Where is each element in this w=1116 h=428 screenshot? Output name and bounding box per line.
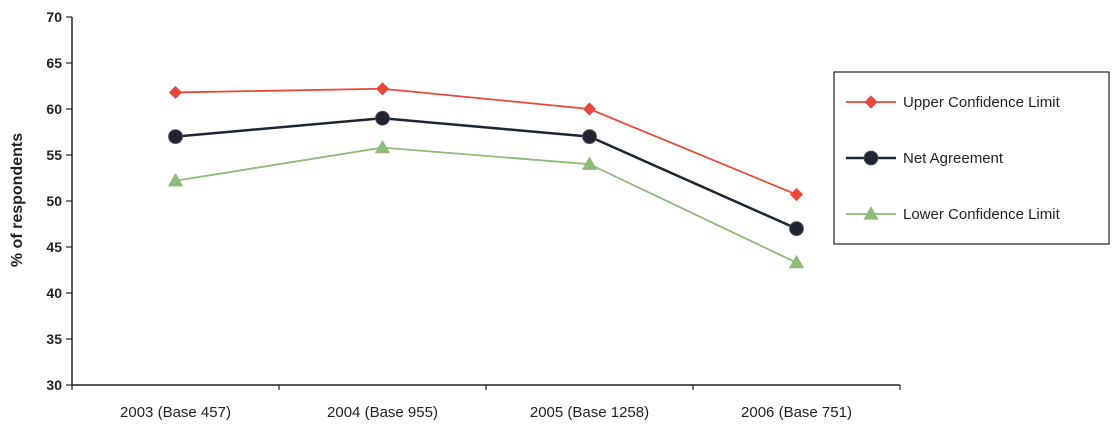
data-point: [788, 254, 805, 269]
series-line: [175, 146, 797, 264]
y-tick-label: 50: [46, 193, 62, 209]
y-tick-label: 55: [46, 147, 62, 163]
x-tick-label: 2004 (Base 955): [327, 404, 438, 421]
legend-label: Upper Confidence Limit: [903, 94, 1061, 111]
data-point: [168, 129, 183, 145]
data-point: [582, 102, 597, 116]
series-layer: [167, 82, 805, 269]
y-tick-label: 30: [46, 377, 62, 393]
legend-label: Lower Confidence Limit: [903, 206, 1061, 223]
x-tick-label: 2005 (Base 1258): [530, 404, 649, 421]
legend-marker: [863, 150, 879, 166]
y-tick-label: 40: [46, 285, 62, 301]
data-point: [582, 129, 597, 145]
data-point: [375, 82, 390, 96]
data-point: [167, 172, 184, 187]
data-point: [789, 187, 804, 202]
legend-marker: [863, 206, 879, 220]
legend-marker: [864, 95, 878, 109]
series-line: [175, 87, 797, 196]
data-point: [375, 110, 390, 126]
x-tick-label: 2006 (Base 751): [741, 404, 852, 421]
data-point: [374, 139, 391, 154]
series-lower-confidence-limit: [167, 139, 805, 269]
y-tick-label: 65: [46, 55, 62, 71]
y-axis-title: % of respondents: [9, 133, 26, 267]
data-point: [789, 221, 804, 237]
y-tick-label: 45: [46, 239, 62, 255]
y-tick-label: 60: [46, 101, 62, 117]
series-net-agreement: [168, 110, 804, 237]
series-upper-confidence-limit: [168, 82, 804, 202]
y-tick-label: 35: [46, 331, 62, 347]
legend-label: Net Agreement: [903, 150, 1004, 167]
axes: 30 35 40 45 50 55 60 65 70 2003 (Base 457) 2004 (B…: [46, 9, 901, 421]
data-point: [581, 156, 598, 170]
series-line: [175, 116, 798, 230]
data-point: [168, 85, 183, 100]
y-tick-label: 70: [46, 9, 62, 25]
x-tick-label: 2003 (Base 457): [120, 404, 231, 421]
legend: Upper Confidence Limit Net Agreement Lower…: [833, 71, 1110, 245]
